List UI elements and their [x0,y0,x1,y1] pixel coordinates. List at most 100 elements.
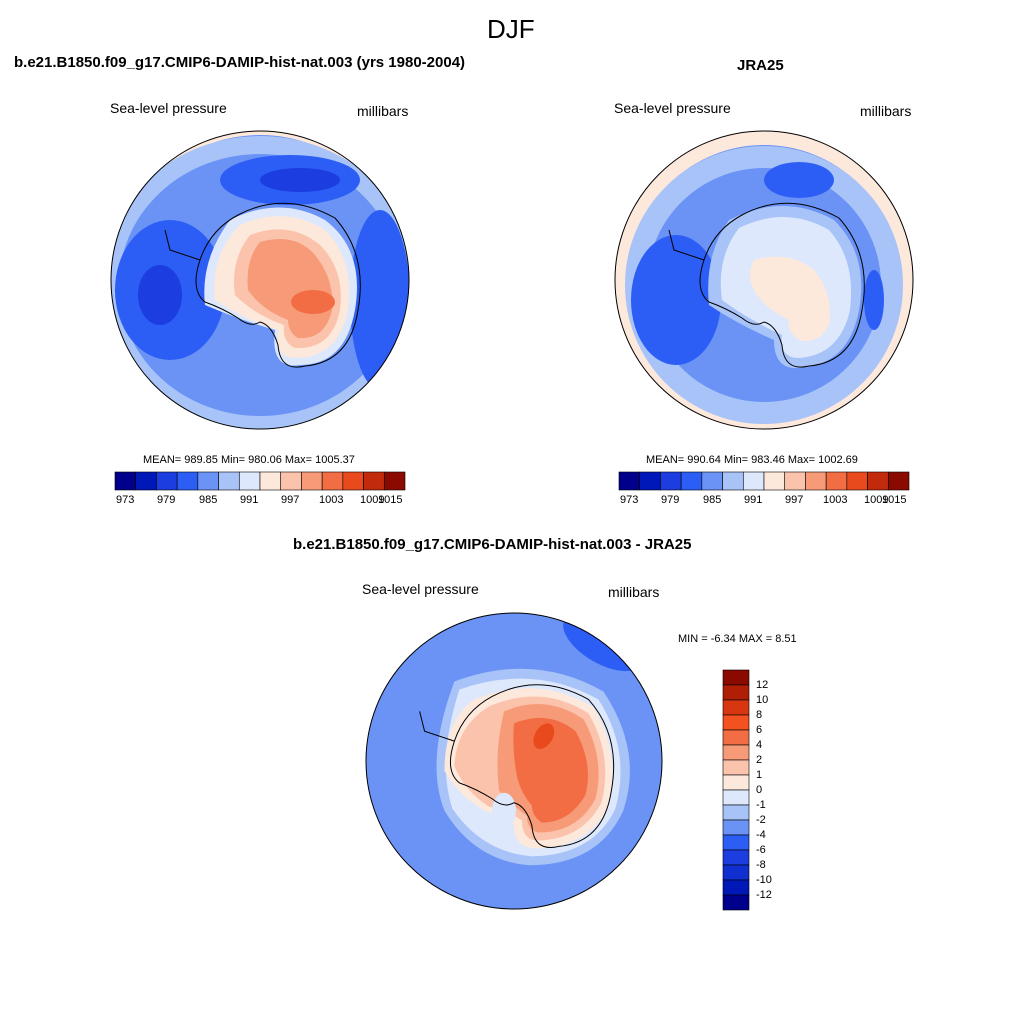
panel3-colorbar-swatch-5 [722,744,750,761]
panel1-colorbar-swatch-9 [301,471,323,491]
panel3-colorbar-swatch-6 [722,759,750,776]
panel3-colorbar-swatch-8 [722,789,750,806]
panel3-colorbar-swatch-13 [722,864,750,881]
panel2-cb-label-6: 1009 [864,494,889,506]
panel2-cb-label-0: 973 [620,494,639,506]
panel1-cb-label-2: 985 [199,494,218,506]
panel2-colorbar-labels: 973 979 985 991 997 1003 1009 1015 [619,494,909,508]
panel3-cb-label-6: 1 [756,769,763,781]
panel1-colorbar-swatch-4 [197,471,219,491]
panel1-left-label: Sea-level pressure [110,100,227,116]
panel3-cb-label-12: -8 [756,859,766,871]
panel2-field-high-center [750,256,830,341]
panel2-colorbar-swatch-11 [846,471,868,491]
panel2-colorbar [618,471,910,491]
panel1-cb-label-7: 1015 [378,494,403,506]
panel1-stats: MEAN= 989.85 Min= 980.06 Max= 1005.37 [143,454,355,466]
panel3-cb-label-9: -2 [756,814,766,826]
panel3-stats: MIN = -6.34 MAX = 8.51 [678,633,797,645]
panel1-cb-label-4: 997 [281,494,300,506]
page-title: DJF [487,14,535,44]
panel3-cb-label-7: 0 [756,784,763,796]
panel1-colorbar-swatch-7 [259,471,282,491]
panel1-cb-label-5: 1003 [319,494,344,506]
panel2-cb-label-3: 991 [744,494,763,506]
panel1-colorbar-swatch-12 [363,471,385,491]
panel1-cb-label-3: 991 [240,494,259,506]
panel2-field-low-west [631,235,721,365]
panel2-colorbar-swatch-3 [680,471,703,491]
panel3-cb-label-10: -4 [756,829,766,841]
panel3-cb-label-3: 6 [756,724,763,736]
panel2-colorbar-swatch-13 [887,471,910,491]
panel2-colorbar-swatch-12 [867,471,889,491]
panel1-colorbar-labels: 973 979 985 991 997 1003 1009 1015 [115,494,405,508]
panel3-colorbar-swatch-10 [722,819,750,836]
panel3-colorbar-swatch-3 [722,714,750,731]
panel3-colorbar-swatch-2 [722,699,750,716]
panel2-colorbar-swatch-10 [825,471,848,491]
panel2-colorbar-swatch-0 [618,471,641,491]
panel1-colorbar-swatch-1 [135,471,157,491]
panel1-colorbar-swatch-13 [383,471,406,491]
panel3-cb-label-11: -6 [756,844,766,856]
panel3-left-label: Sea-level pressure [362,581,479,597]
panel2-colorbar-swatch-1 [639,471,661,491]
panel3-colorbar-swatch-7 [722,774,750,791]
panel2-cb-label-4: 997 [785,494,804,506]
panel2-cb-label-5: 1003 [823,494,848,506]
panel2-colorbar-swatch-9 [805,471,827,491]
panel1-antarctica-coastline [195,202,361,368]
panel3-colorbar-labels: 12 10 8 6 4 2 1 0 -1 -2 -4 -6 -8 -10 -12 [756,677,796,907]
panel1-colorbar-swatch-2 [156,471,178,491]
panel2-antarctica-coastline [699,202,865,368]
panel1-colorbar-swatch-10 [321,471,344,491]
panel3-colorbar-swatch-15 [722,894,750,911]
panel1-units: millibars [357,103,409,119]
panel2-colorbar-swatch-5 [722,471,744,491]
panel1-colorbar-swatch-8 [280,471,302,491]
panel1-polar-map [110,130,410,430]
panel2-units: millibars [860,103,912,119]
panel3-cb-label-2: 8 [756,709,763,721]
panel2-colorbar-swatch-2 [660,471,682,491]
panel1-title: b.e21.B1850.f09_g17.CMIP6-DAMIP-hist-nat… [14,54,466,71]
panel3-colorbar-swatch-14 [722,879,750,896]
panel2-colorbar-swatch-4 [701,471,723,491]
panel3-colorbar-swatch-11 [722,834,750,851]
panel2-cb-label-7: 1015 [882,494,907,506]
panel3-colorbar-swatch-9 [722,804,750,821]
panel2-colorbar-swatch-6 [742,471,765,491]
panel1-cb-label-6: 1009 [360,494,385,506]
panel3-cb-label-1: 10 [756,694,769,706]
panel3-cb-label-5: 2 [756,754,763,766]
panel3-colorbar-swatch-0 [722,669,750,686]
panel1-colorbar-swatch-6 [238,471,261,491]
panel2-stats: MEAN= 990.64 Min= 983.46 Max= 1002.69 [646,454,858,466]
panel3-title: b.e21.B1850.f09_g17.CMIP6-DAMIP-hist-nat… [293,536,692,553]
panel2-cb-label-1: 979 [661,494,680,506]
panel3-colorbar-swatch-12 [722,849,750,866]
panel3-colorbar-swatch-1 [722,684,750,701]
panel1-colorbar [114,471,406,491]
panel2-cb-label-2: 985 [703,494,722,506]
panel1-colorbar-swatch-0 [114,471,137,491]
panel3-colorbar [722,669,750,911]
panel3-antarctica-coastline [449,684,615,848]
panel3-cb-label-14: -12 [756,889,772,901]
panel2-colorbar-swatch-8 [784,471,806,491]
panel2-title: JRA25 [737,57,784,74]
panel1-colorbar-swatch-11 [342,471,364,491]
panel3-polar-map [365,612,663,910]
panel3-units: millibars [608,584,660,600]
panel3-cb-label-0: 12 [756,679,769,691]
panel3-cb-label-8: -1 [756,799,766,811]
panel1-colorbar-swatch-3 [176,471,199,491]
panel1-colorbar-swatch-5 [218,471,240,491]
panel2-polar-map [614,130,914,430]
panel3-cb-label-4: 4 [756,739,763,751]
panel2-colorbar-swatch-7 [763,471,786,491]
panel2-left-label: Sea-level pressure [614,100,731,116]
panel3-cb-label-13: -10 [756,874,772,886]
panel1-cb-label-0: 973 [116,494,135,506]
